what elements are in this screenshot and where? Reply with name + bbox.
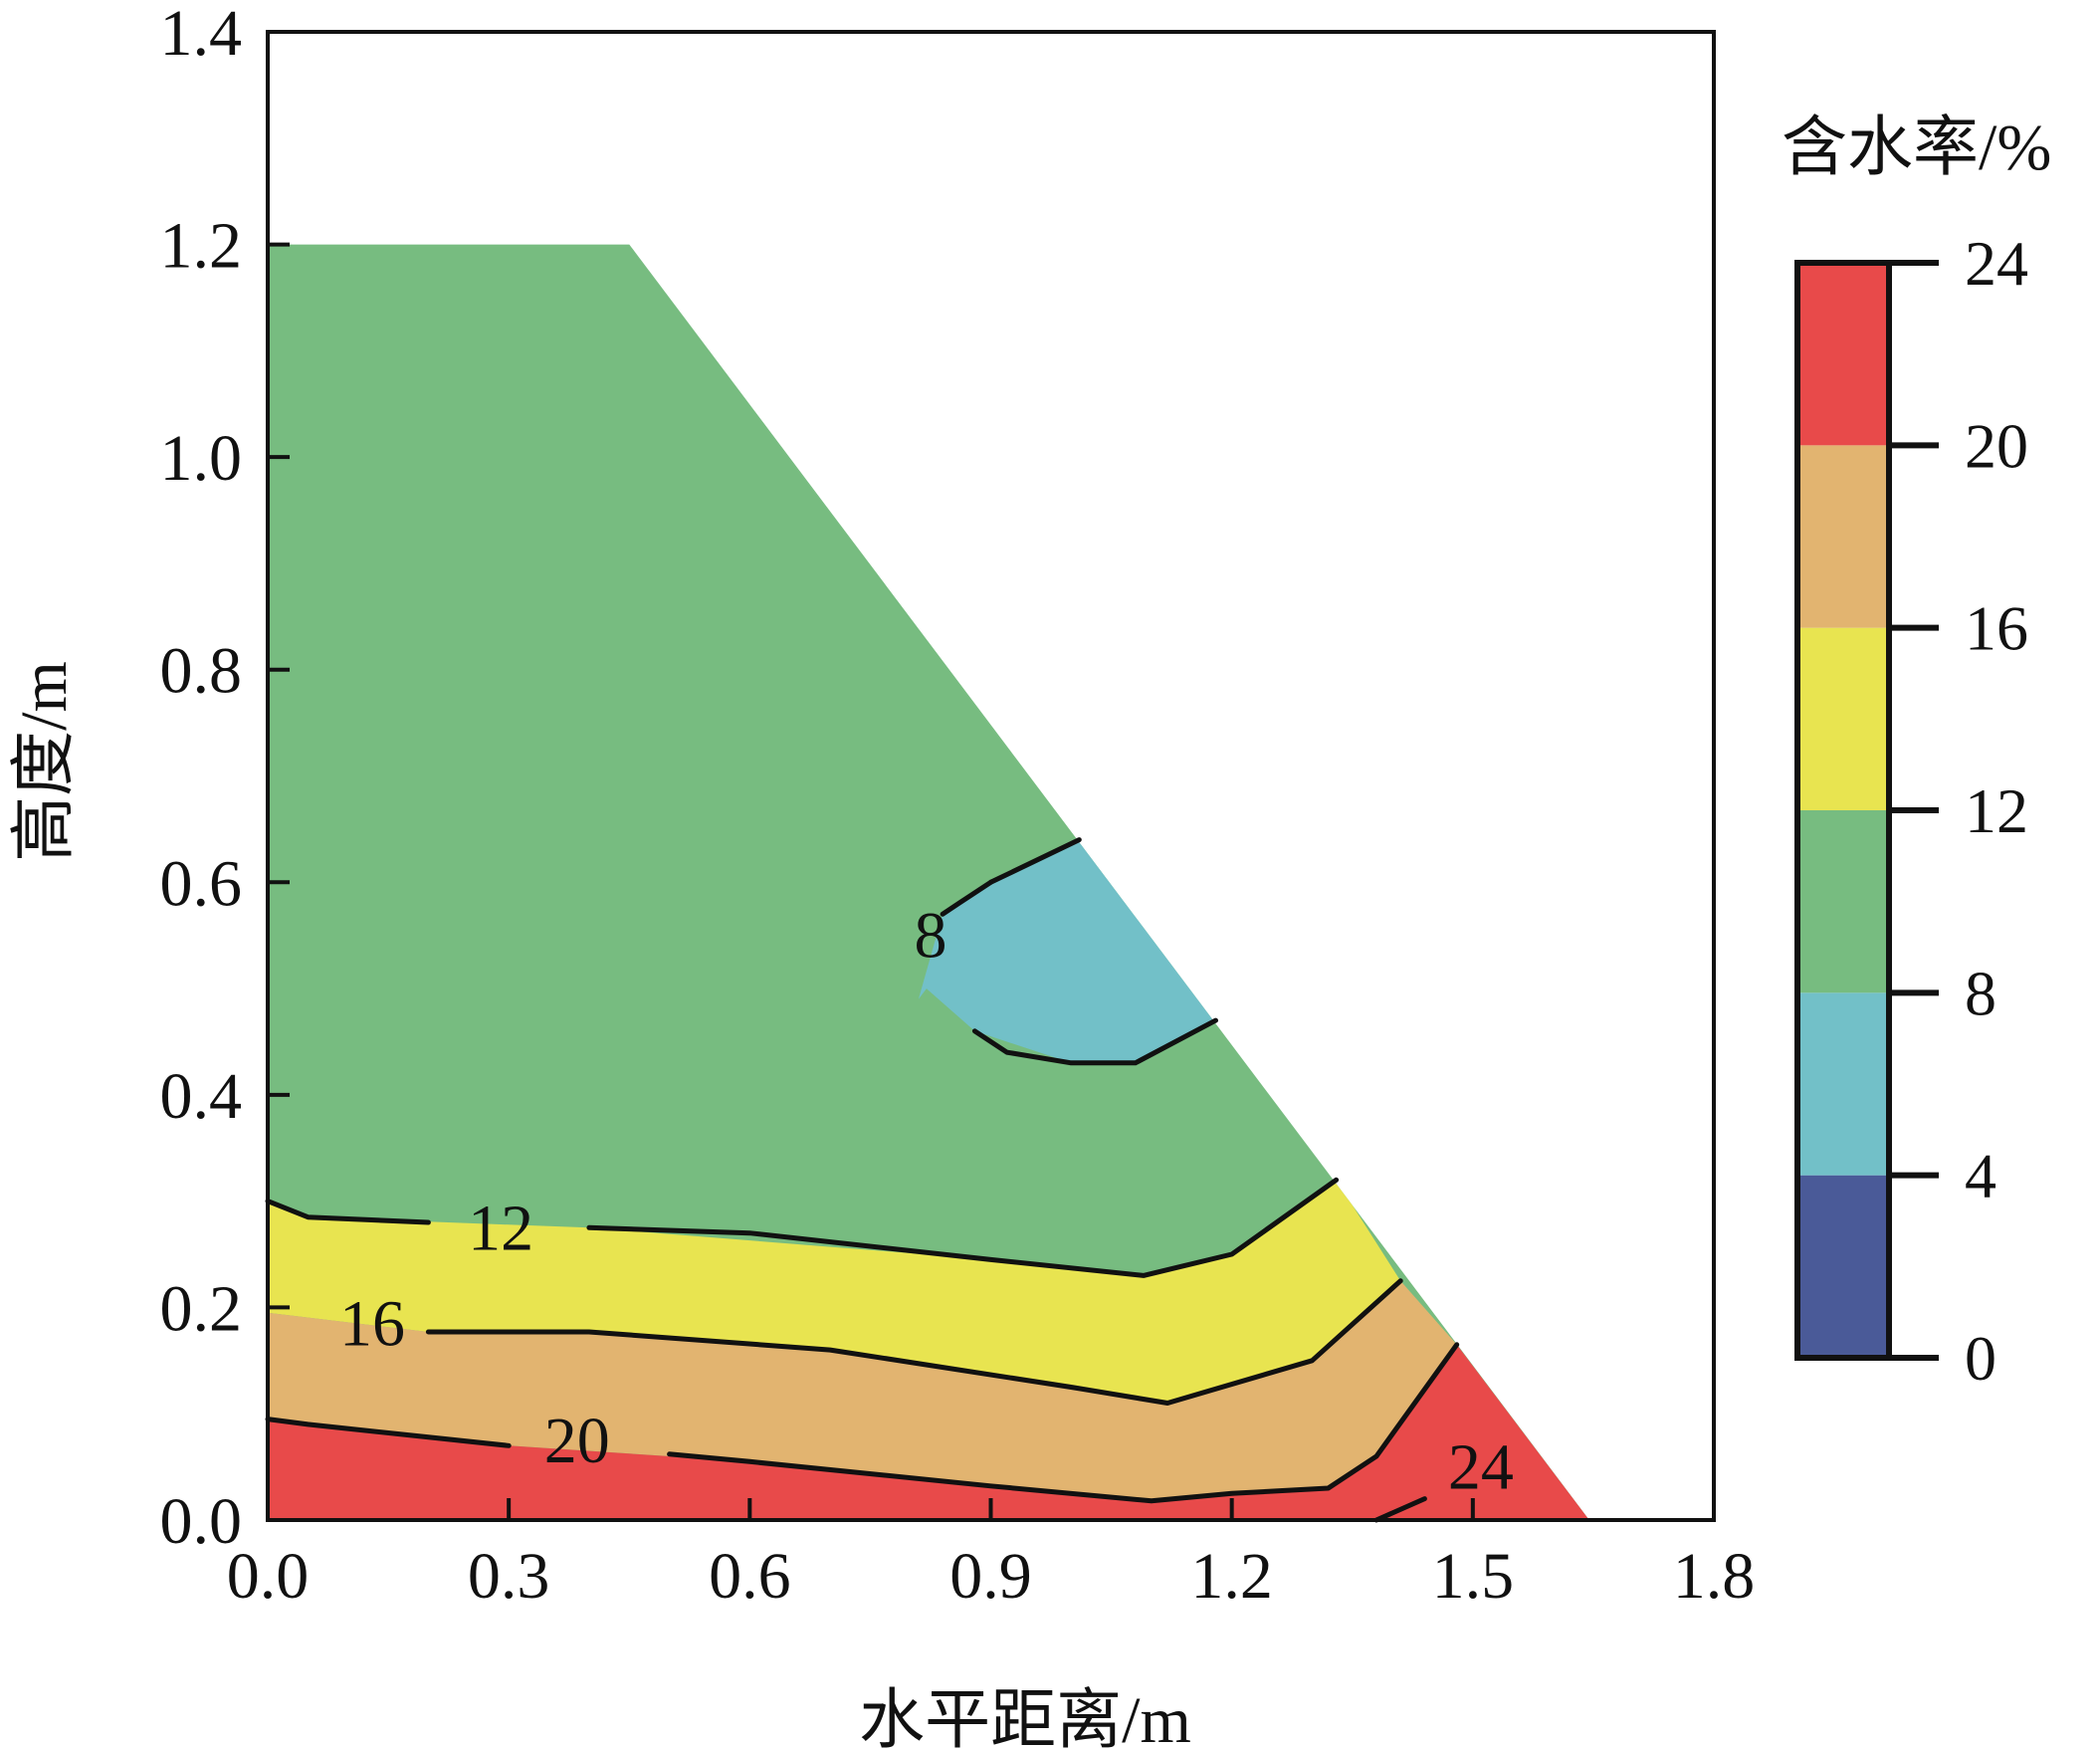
- contour-label-20: 20: [544, 1405, 610, 1477]
- x-tick-label: 0.0: [227, 1540, 310, 1613]
- colorbar-tick-label: 12: [1965, 775, 2028, 846]
- contour-line-20: [265, 1417, 512, 1448]
- contour-line-12: [265, 1199, 431, 1225]
- contour-label-24: 24: [1448, 1431, 1514, 1504]
- contour-label-12: 12: [468, 1192, 533, 1264]
- colorbar-title: 含水率/%: [1782, 111, 2051, 184]
- contour-line-16: [425, 1278, 1403, 1406]
- colorbar-swatch: [1797, 1175, 1889, 1358]
- plot-domain: [268, 244, 1589, 1521]
- x-axis-ticks: 0.0 0.3 0.6 0.9 1.2 1.5 1.8: [227, 1498, 1756, 1613]
- band-12-16: [268, 1180, 1401, 1404]
- colorbar-swatch: [1797, 810, 1889, 993]
- y-tick-label: 1.4: [160, 0, 243, 70]
- contour-line-8: [988, 837, 1082, 885]
- y-tick-label: 0.0: [160, 1485, 243, 1558]
- contour-bands: [268, 839, 1589, 1520]
- colorbar-swatch: [1797, 263, 1889, 446]
- x-tick-label: 1.2: [1190, 1540, 1273, 1613]
- x-tick-label: 0.9: [949, 1540, 1032, 1613]
- x-tick-label: 0.6: [709, 1540, 791, 1613]
- colorbar-tick-label: 4: [1965, 1141, 1996, 1211]
- x-tick-label: 0.3: [468, 1540, 550, 1613]
- x-tick-label: 1.8: [1673, 1540, 1756, 1613]
- colorbar-swatch: [1797, 992, 1889, 1176]
- y-axis-ticks: 0.0 0.2 0.4 0.6 0.8 1.0 1.2 1.4: [160, 0, 290, 1558]
- x-tick-label: 1.5: [1432, 1540, 1515, 1613]
- contour-line-12: [586, 1177, 1340, 1278]
- colorbar-tick-label: 0: [1965, 1323, 1996, 1394]
- contour-line-20: [667, 1342, 1460, 1504]
- colorbar: 0 4 8 12 16 20 24: [1794, 228, 2028, 1394]
- y-tick-label: 1.0: [160, 422, 243, 495]
- contour-line-8: [971, 1017, 1218, 1066]
- y-tick-label: 1.2: [160, 210, 243, 283]
- y-axis-title: 高度/m: [8, 661, 81, 862]
- y-tick-label: 0.4: [160, 1060, 243, 1133]
- x-axis-title: 水平距离/m: [859, 1684, 1191, 1748]
- contour-lines: [265, 837, 1460, 1523]
- domain-fill: [268, 244, 1589, 1521]
- colorbar-tick-label: 24: [1965, 228, 2028, 299]
- colorbar-tick-label: 8: [1965, 958, 1996, 1028]
- band-20-24: [268, 1344, 1589, 1520]
- colorbar-tick-label: 16: [1965, 593, 2028, 664]
- colorbar-tick-label: 20: [1965, 410, 2028, 481]
- contour-line-8: [940, 879, 993, 917]
- y-tick-label: 0.8: [160, 635, 243, 708]
- contour-labels: 8 12 16 20 24: [339, 900, 1514, 1504]
- contour-label-8: 8: [914, 900, 946, 973]
- y-tick-label: 0.2: [160, 1272, 243, 1345]
- contour-label-16: 16: [339, 1287, 405, 1360]
- colorbar-swatch: [1797, 445, 1889, 628]
- band-16-20: [268, 1280, 1457, 1501]
- band-4-8: [918, 839, 1216, 1063]
- colorbar-swatch: [1797, 627, 1889, 810]
- y-tick-label: 0.6: [160, 847, 243, 920]
- contour-line-24: [1373, 1496, 1427, 1523]
